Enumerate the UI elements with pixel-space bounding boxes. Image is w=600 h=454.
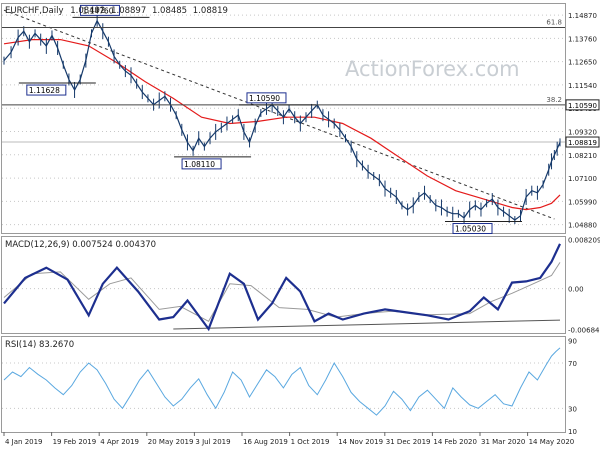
x-tick-label: 3 Jul 2019: [195, 438, 230, 446]
price-trendline: [3, 9, 555, 220]
rsi-tick-label: 10: [568, 428, 577, 436]
x-axis-labels: 4 Jan 2019 19 Feb 2019 4 Apr 2019 20 May 20…: [3, 432, 575, 446]
moving-average-line: [3, 38, 561, 211]
price-tick-label: 1.08210: [568, 152, 597, 160]
y-axis-labels: 1.148701.137601.126501.115401.104301.093…: [565, 12, 600, 436]
price-annotation-box: [79, 4, 120, 16]
x-tick-label: 19 Feb 2019: [53, 438, 97, 446]
rsi-tick-label: 90: [568, 337, 577, 345]
macd-trendline: [173, 319, 561, 330]
x-tick-label: 1 Oct 2019: [291, 438, 330, 446]
price-annotation-label: 1.14760: [82, 6, 113, 15]
resistance-box-label: 1.10590: [568, 102, 597, 110]
resistance-box: [565, 99, 600, 111]
gridlines: [2, 14, 565, 409]
rsi-line: [3, 347, 561, 416]
fib-level-label: 61.8: [546, 18, 562, 26]
rsi-title: RSI(14) 83.2670: [5, 340, 74, 350]
macd-tick-label: -0.006848: [568, 326, 600, 334]
price-tick-label: 1.09320: [568, 129, 597, 137]
x-tick-label: 31 Dec 2019: [386, 438, 431, 446]
price-annotations: 1.14760 1.11628 1.08110 1.10590 1.05030: [18, 4, 523, 235]
price-annotation-label: 1.11628: [29, 86, 60, 95]
last-price-box: [565, 136, 600, 148]
price-tick-label: 1.04880: [568, 222, 597, 230]
x-tick-label: 31 Mar 2020: [481, 438, 525, 446]
rsi-tick-label: 70: [568, 360, 577, 368]
macd-tick-label: 0.008209: [568, 237, 600, 245]
price-tick-label: 1.14870: [568, 12, 597, 20]
price-tick-label: 1.07100: [568, 175, 597, 183]
rsi-panel-frame: [1, 336, 566, 433]
price-annotation-box: [246, 92, 287, 104]
x-tick-label: 14 May 2020: [529, 438, 575, 446]
macd-title: MACD(12,26,9) 0.007524 0.004370: [5, 240, 156, 250]
x-tick-label: 4 Apr 2019: [100, 438, 139, 446]
macd-line: [3, 243, 561, 332]
price-annotation-box: [181, 158, 222, 170]
x-tick-label: 16 Aug 2019: [243, 438, 288, 446]
price-annotation-box: [452, 223, 493, 235]
price-annotation-box: [26, 84, 67, 96]
x-tick-label: 14 Feb 2020: [433, 438, 477, 446]
x-tick-label: 20 May 2019: [148, 438, 194, 446]
watermark: ActionForex.com: [345, 57, 520, 81]
x-tick-label: 14 Nov 2019: [338, 438, 383, 446]
last-price-label: 1.08819: [568, 139, 597, 147]
macd-signal-line: [3, 262, 561, 322]
macd-tick-label: 0.00: [568, 286, 584, 294]
rsi-plot: [3, 347, 561, 416]
price-annotation-label: 1.08110: [184, 160, 215, 169]
price-tick-label: 1.11540: [568, 82, 597, 90]
macd-plot: [3, 243, 561, 332]
fib-level-label: 38.2: [546, 96, 562, 104]
price-tick-label: 1.12650: [568, 59, 597, 67]
rsi-tick-label: 30: [568, 405, 577, 413]
price-annotation-label: 1.10590: [249, 94, 280, 103]
price-tick-label: 1.05990: [568, 198, 597, 206]
x-tick-label: 4 Jan 2019: [5, 438, 43, 446]
price-title-symbol: EURCHF,Daily 1.08492 1.08897 1.08485 1.0…: [5, 6, 228, 16]
price-tick-label: 1.13760: [568, 35, 597, 43]
price-annotation-label: 1.05030: [455, 225, 486, 234]
